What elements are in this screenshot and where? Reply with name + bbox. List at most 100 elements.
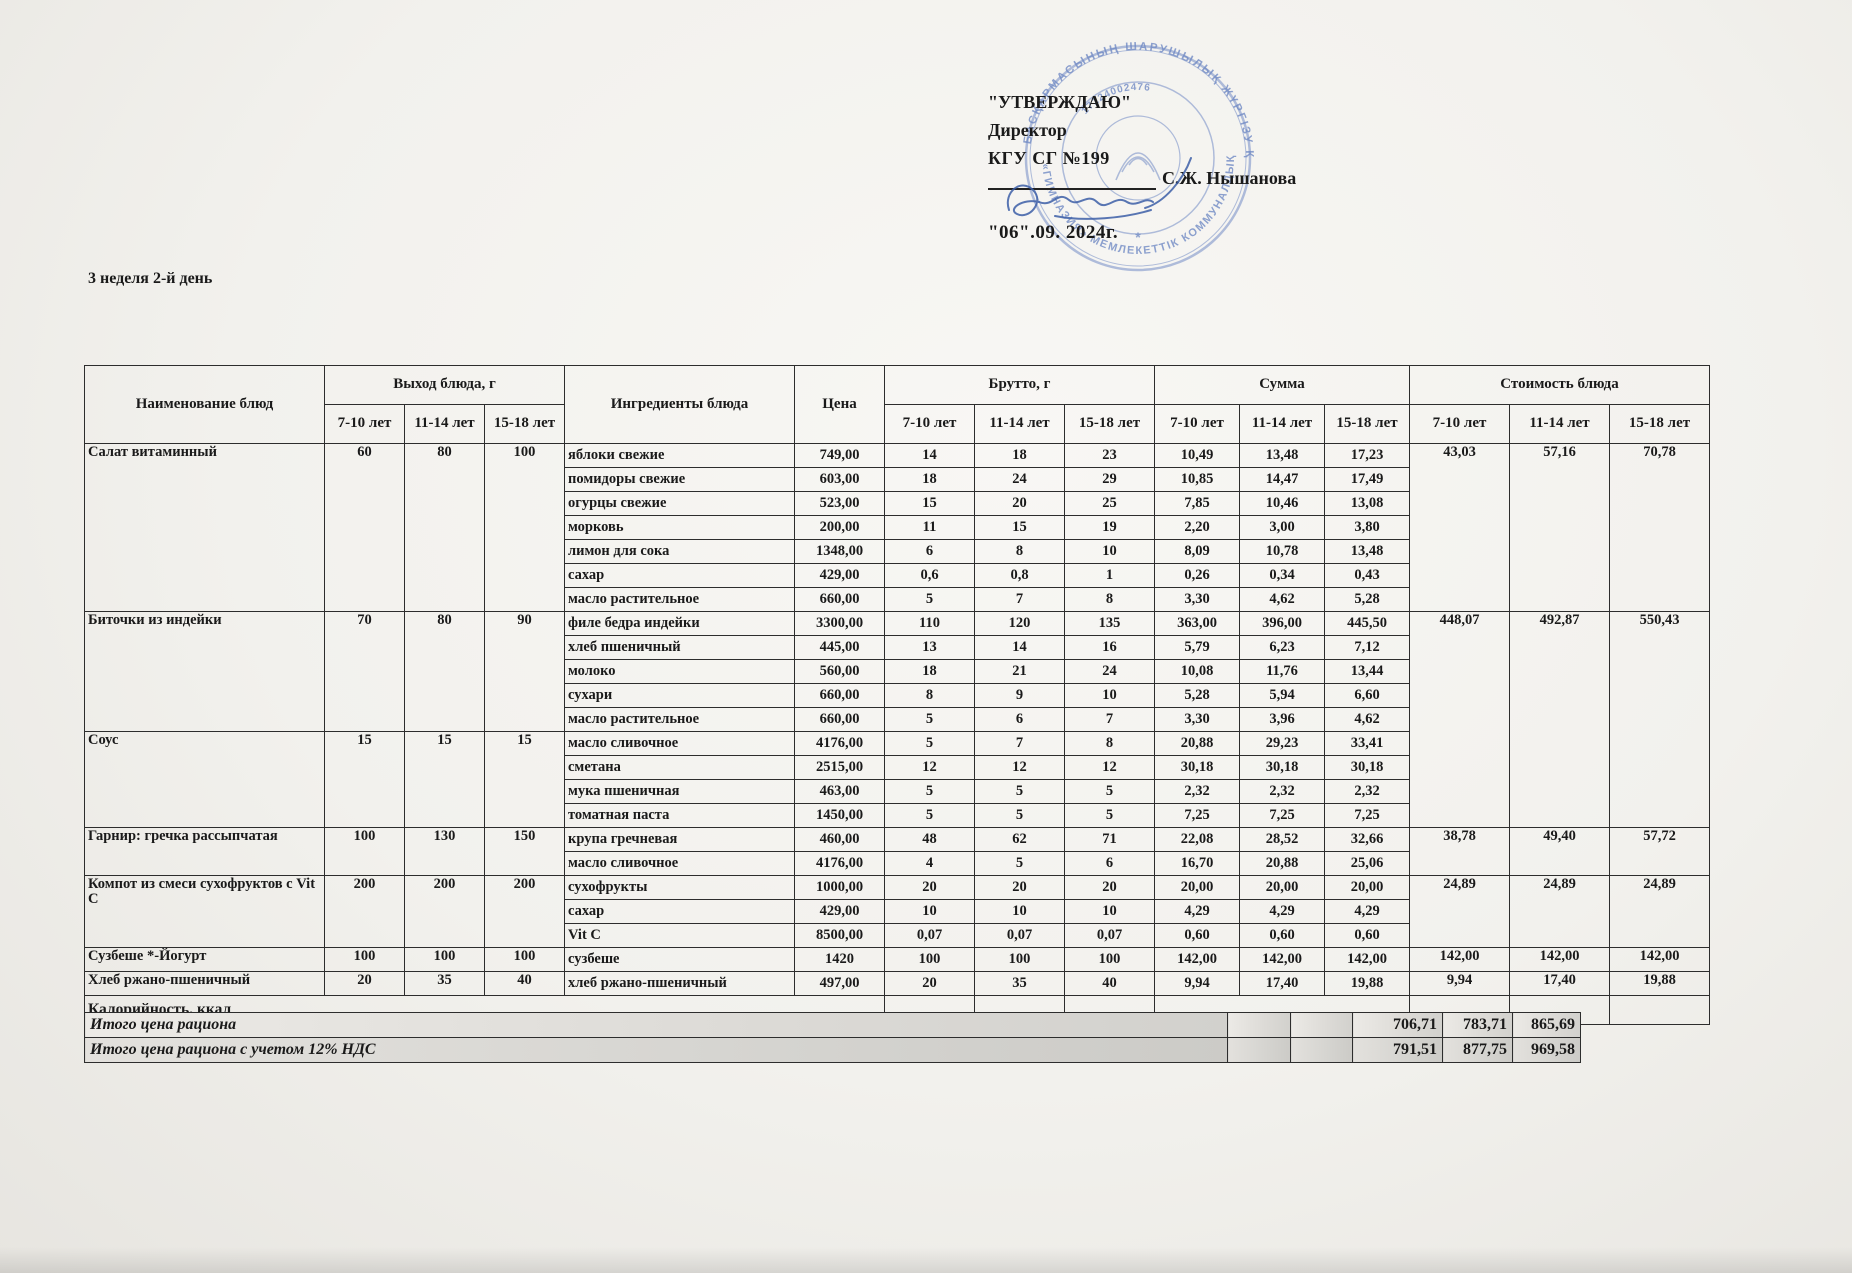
output-cell: 20: [324, 971, 405, 996]
sum-cell: 20,88: [1154, 731, 1240, 756]
ingredient-cell: огурцы свежие: [564, 491, 795, 516]
dish-name-cell: Сузбеше *-Йогурт: [84, 947, 325, 972]
brutto-cell: 10: [974, 899, 1065, 924]
price-cell: 463,00: [794, 779, 885, 804]
brutto-cell: 29: [1064, 467, 1155, 492]
ingredient-cell: молоко: [564, 659, 795, 684]
sum-cell: 17,23: [1324, 443, 1410, 468]
brutto-cell: 5: [974, 851, 1065, 876]
brutto-cell: 24: [974, 467, 1065, 492]
brutto-cell: 5: [884, 587, 975, 612]
total-empty-cell: [1290, 1037, 1353, 1063]
ingredient-cell: масло сливочное: [564, 851, 795, 876]
col-sum-age-3: 15-18 лет: [1324, 404, 1410, 444]
total-value-cell: 706,71: [1352, 1012, 1443, 1038]
price-cell: 460,00: [794, 827, 885, 852]
sum-cell: 8,09: [1154, 539, 1240, 564]
brutto-cell: 6: [884, 539, 975, 564]
price-cell: 749,00: [794, 443, 885, 468]
sum-cell: 20,00: [1154, 875, 1240, 900]
cost-cell: 43,03: [1409, 443, 1510, 612]
ingredient-cell: сузбеше: [564, 947, 795, 972]
col-output-group: Выход блюда, г: [324, 365, 565, 405]
sum-cell: 10,49: [1154, 443, 1240, 468]
sum-cell: 4,62: [1239, 587, 1325, 612]
sum-cell: 9,94: [1154, 971, 1240, 996]
table-row: томатная паста 1450,00 5 5 5 7,25 7,25 7,25: [85, 803, 1710, 828]
sum-cell: 32,66: [1324, 827, 1410, 852]
price-cell: 3300,00: [794, 611, 885, 636]
output-cell: 80: [404, 443, 485, 612]
brutto-cell: 15: [974, 515, 1065, 540]
sum-cell: 33,41: [1324, 731, 1410, 756]
cost-cell: 142,00: [1509, 947, 1610, 972]
table-row: мука пшеничная 463,00 5 5 5 2,32 2,32 2,32: [85, 779, 1710, 804]
brutto-cell: 71: [1064, 827, 1155, 852]
price-cell: 1348,00: [794, 539, 885, 564]
total-empty-cell: [1290, 1012, 1353, 1038]
sum-cell: 7,25: [1239, 803, 1325, 828]
dish-name-cell: Гарнир: гречка рассыпчатая: [84, 827, 325, 876]
ingredient-cell: Vit C: [564, 923, 795, 948]
table-row: Соус 15 15 15 масло сливочное 4176,00 5 7 8 20,88…: [84, 731, 1710, 828]
brutto-cell: 8: [884, 683, 975, 708]
sum-cell: 0,43: [1324, 563, 1410, 588]
col-output-age-3: 15-18 лет: [484, 404, 565, 444]
cost-cell: 9,94: [1409, 971, 1510, 996]
brutto-cell: 25: [1064, 491, 1155, 516]
brutto-cell: 24: [1064, 659, 1155, 684]
price-cell: 660,00: [794, 707, 885, 732]
sum-cell: 13,48: [1239, 443, 1325, 468]
brutto-cell: 100: [884, 947, 975, 972]
price-cell: 429,00: [794, 899, 885, 924]
price-cell: 1450,00: [794, 803, 885, 828]
brutto-cell: 135: [1064, 611, 1155, 636]
total-empty-cell: [1227, 1012, 1291, 1038]
sum-cell: 4,29: [1324, 899, 1410, 924]
col-price: Цена: [794, 365, 885, 444]
official-stamp: БАСҚАРМАСЫНЫҢ ШАРУШЫЛЫҚ ЖҮРГІЗУ ҚҰҚЫҒЫНД…: [998, 30, 1253, 272]
sum-cell: 396,00: [1239, 611, 1325, 636]
price-cell: 497,00: [794, 971, 885, 996]
table-row: масло растительное 660,00 5 6 7 3,30 3,96 4,62: [85, 707, 1710, 732]
brutto-cell: 48: [884, 827, 975, 852]
table-row: Компот из смеси сухофруктов с Vit C 200 20…: [84, 875, 1710, 948]
approval-role: Директор: [988, 120, 1067, 140]
cost-cell: 38,78: [1409, 827, 1510, 876]
sum-cell: 20,00: [1324, 875, 1410, 900]
cost-cell: 57,16: [1509, 443, 1610, 612]
output-cell: 35: [404, 971, 485, 996]
table-row: лимон для сока 1348,00 6 8 10 8,09 10,78 13,48: [85, 539, 1710, 564]
sum-cell: 10,46: [1239, 491, 1325, 516]
sum-cell: 30,18: [1154, 755, 1240, 780]
price-cell: 603,00: [794, 467, 885, 492]
price-cell: 200,00: [794, 515, 885, 540]
sum-cell: 17,40: [1239, 971, 1325, 996]
price-cell: 4176,00: [794, 731, 885, 756]
sum-cell: 6,60: [1324, 683, 1410, 708]
col-ingredients: Ингредиенты блюда: [564, 365, 795, 444]
sum-cell: 5,28: [1154, 683, 1240, 708]
total-row: Итого цена рациона 706,71 783,71 865,69: [84, 1012, 1581, 1038]
cost-cell: 448,07: [1409, 611, 1510, 828]
cost-cell: 57,72: [1609, 827, 1710, 876]
ingredient-cell: масло сливочное: [564, 731, 795, 756]
total-value-cell: 791,51: [1352, 1037, 1443, 1063]
output-cell: 130: [404, 827, 485, 876]
sum-cell: 7,25: [1154, 803, 1240, 828]
total-label: Итого цена рациона с учетом 12% НДС: [84, 1037, 1228, 1063]
dish-name-cell: Хлеб ржано-пшеничный: [84, 971, 325, 996]
table-row: огурцы свежие 523,00 15 20 25 7,85 10,46 13,08: [85, 491, 1710, 516]
price-cell: 8500,00: [794, 923, 885, 948]
brutto-cell: 18: [884, 467, 975, 492]
sum-cell: 20,00: [1239, 875, 1325, 900]
table-row: Сузбеше *-Йогурт 100 100 100 сузбеше 1420 100 1…: [84, 947, 1710, 972]
output-cell: 40: [484, 971, 565, 996]
menu-table-header: Наименование блюд Выход блюда, г Ингреди…: [84, 365, 1710, 444]
table-row: сахар 429,00 10 10 10 4,29 4,29 4,29: [85, 899, 1710, 924]
sum-cell: 13,08: [1324, 491, 1410, 516]
brutto-cell: 10: [884, 899, 975, 924]
cost-cell: [1609, 995, 1710, 1025]
brutto-cell: 13: [884, 635, 975, 660]
